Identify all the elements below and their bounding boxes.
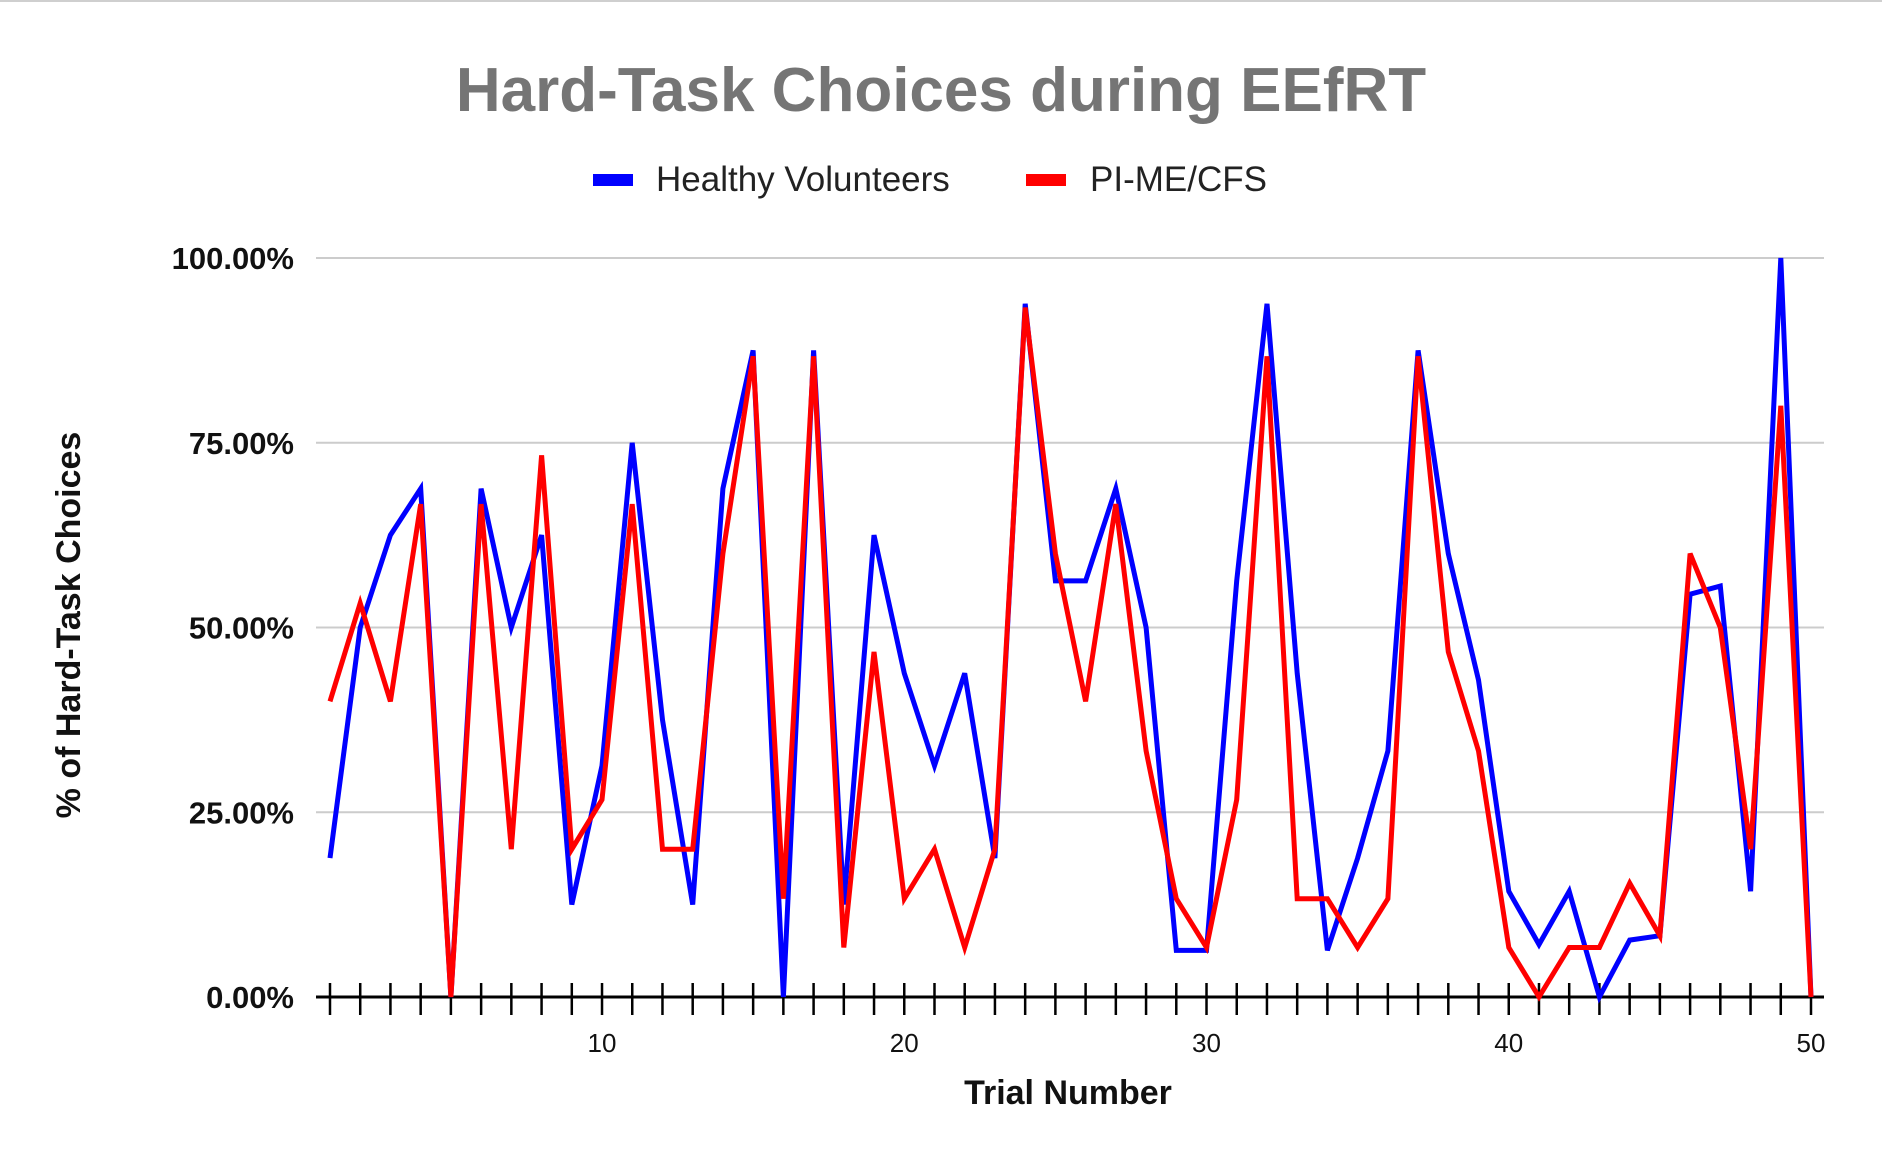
y-tick-label: 50.00%: [189, 611, 294, 646]
y-axis-label: % of Hard-Task Choices: [50, 432, 88, 819]
x-axis: [316, 983, 1824, 1015]
series-lines: [327, 257, 1814, 1004]
x-tick-label: 10: [588, 1028, 617, 1058]
legend-label-pi-me-cfs: PI-ME/CFS: [1090, 160, 1267, 199]
legend-swatch-pi-me-cfs: [1026, 174, 1066, 186]
x-tick-label: 50: [1797, 1028, 1826, 1058]
y-tick-label: 25.00%: [189, 795, 294, 830]
y-tick-label: 75.00%: [189, 426, 294, 461]
y-tick-label: 0.00%: [206, 980, 294, 1015]
legend-swatch-healthy-volunteers: [593, 174, 633, 186]
series-line-healthy-volunteers: [327, 257, 1814, 1004]
series-line-pi-me-cfs: [327, 307, 1814, 1002]
legend: Healthy Volunteers PI-ME/CFS: [593, 160, 1267, 199]
y-axis-ticks: 0.00% 25.00% 50.00% 75.00% 100.00%: [172, 241, 294, 1015]
x-axis-label: Trial Number: [964, 1074, 1172, 1112]
x-axis-tick-labels: 10 20 30 40 50: [588, 1028, 1826, 1058]
legend-label-healthy-volunteers: Healthy Volunteers: [656, 160, 950, 199]
x-tick-label: 40: [1494, 1028, 1523, 1058]
chart-title: Hard-Task Choices during EEfRT: [456, 56, 1426, 125]
top-border: [0, 0, 1882, 2]
x-tick-label: 20: [890, 1028, 919, 1058]
y-tick-label: 100.00%: [172, 241, 294, 276]
x-tick-label: 30: [1192, 1028, 1221, 1058]
